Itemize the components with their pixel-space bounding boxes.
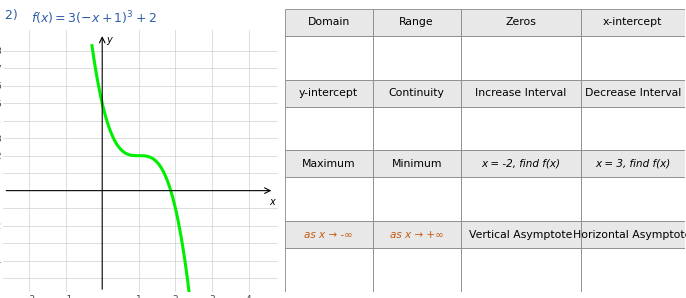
Text: x-intercept: x-intercept	[603, 17, 662, 27]
FancyBboxPatch shape	[461, 9, 580, 36]
Text: x = -2, find f(x): x = -2, find f(x)	[481, 159, 560, 169]
FancyBboxPatch shape	[372, 107, 461, 150]
Text: as x → -∞: as x → -∞	[305, 230, 353, 240]
FancyBboxPatch shape	[372, 177, 461, 221]
Text: 2): 2)	[5, 9, 22, 22]
Text: Increase Interval: Increase Interval	[475, 88, 566, 98]
FancyBboxPatch shape	[372, 221, 461, 248]
Text: Horizontal Asymptote: Horizontal Asymptote	[573, 230, 686, 240]
FancyBboxPatch shape	[461, 107, 580, 150]
FancyBboxPatch shape	[372, 36, 461, 80]
FancyBboxPatch shape	[285, 80, 372, 107]
Text: x = 3, find f(x): x = 3, find f(x)	[595, 159, 670, 169]
Text: x: x	[270, 197, 275, 207]
FancyBboxPatch shape	[580, 80, 685, 107]
FancyBboxPatch shape	[372, 150, 461, 177]
Text: y-intercept: y-intercept	[299, 88, 358, 98]
FancyBboxPatch shape	[285, 177, 372, 221]
Text: Range: Range	[399, 17, 434, 27]
Text: as x → +∞: as x → +∞	[390, 230, 444, 240]
FancyBboxPatch shape	[580, 221, 685, 248]
Text: Decrease Interval: Decrease Interval	[584, 88, 681, 98]
FancyBboxPatch shape	[461, 150, 580, 177]
Text: y: y	[106, 35, 113, 45]
FancyBboxPatch shape	[580, 150, 685, 177]
FancyBboxPatch shape	[461, 177, 580, 221]
FancyBboxPatch shape	[461, 248, 580, 292]
FancyBboxPatch shape	[285, 36, 372, 80]
FancyBboxPatch shape	[580, 107, 685, 150]
FancyBboxPatch shape	[461, 80, 580, 107]
FancyBboxPatch shape	[580, 177, 685, 221]
Text: $f(x) = 3(-x+1)^3+2$: $f(x) = 3(-x+1)^3+2$	[31, 9, 156, 27]
FancyBboxPatch shape	[372, 80, 461, 107]
Text: Minimum: Minimum	[392, 159, 442, 169]
FancyBboxPatch shape	[580, 248, 685, 292]
FancyBboxPatch shape	[580, 9, 685, 36]
FancyBboxPatch shape	[285, 221, 372, 248]
FancyBboxPatch shape	[461, 221, 580, 248]
FancyBboxPatch shape	[285, 248, 372, 292]
Text: Vertical Asymptote: Vertical Asymptote	[469, 230, 572, 240]
FancyBboxPatch shape	[580, 36, 685, 80]
Text: Continuity: Continuity	[389, 88, 445, 98]
Text: Zeros: Zeros	[505, 17, 536, 27]
FancyBboxPatch shape	[285, 107, 372, 150]
Text: Domain: Domain	[307, 17, 350, 27]
FancyBboxPatch shape	[285, 150, 372, 177]
Text: Maximum: Maximum	[302, 159, 355, 169]
FancyBboxPatch shape	[461, 36, 580, 80]
FancyBboxPatch shape	[372, 248, 461, 292]
FancyBboxPatch shape	[372, 9, 461, 36]
FancyBboxPatch shape	[285, 9, 372, 36]
